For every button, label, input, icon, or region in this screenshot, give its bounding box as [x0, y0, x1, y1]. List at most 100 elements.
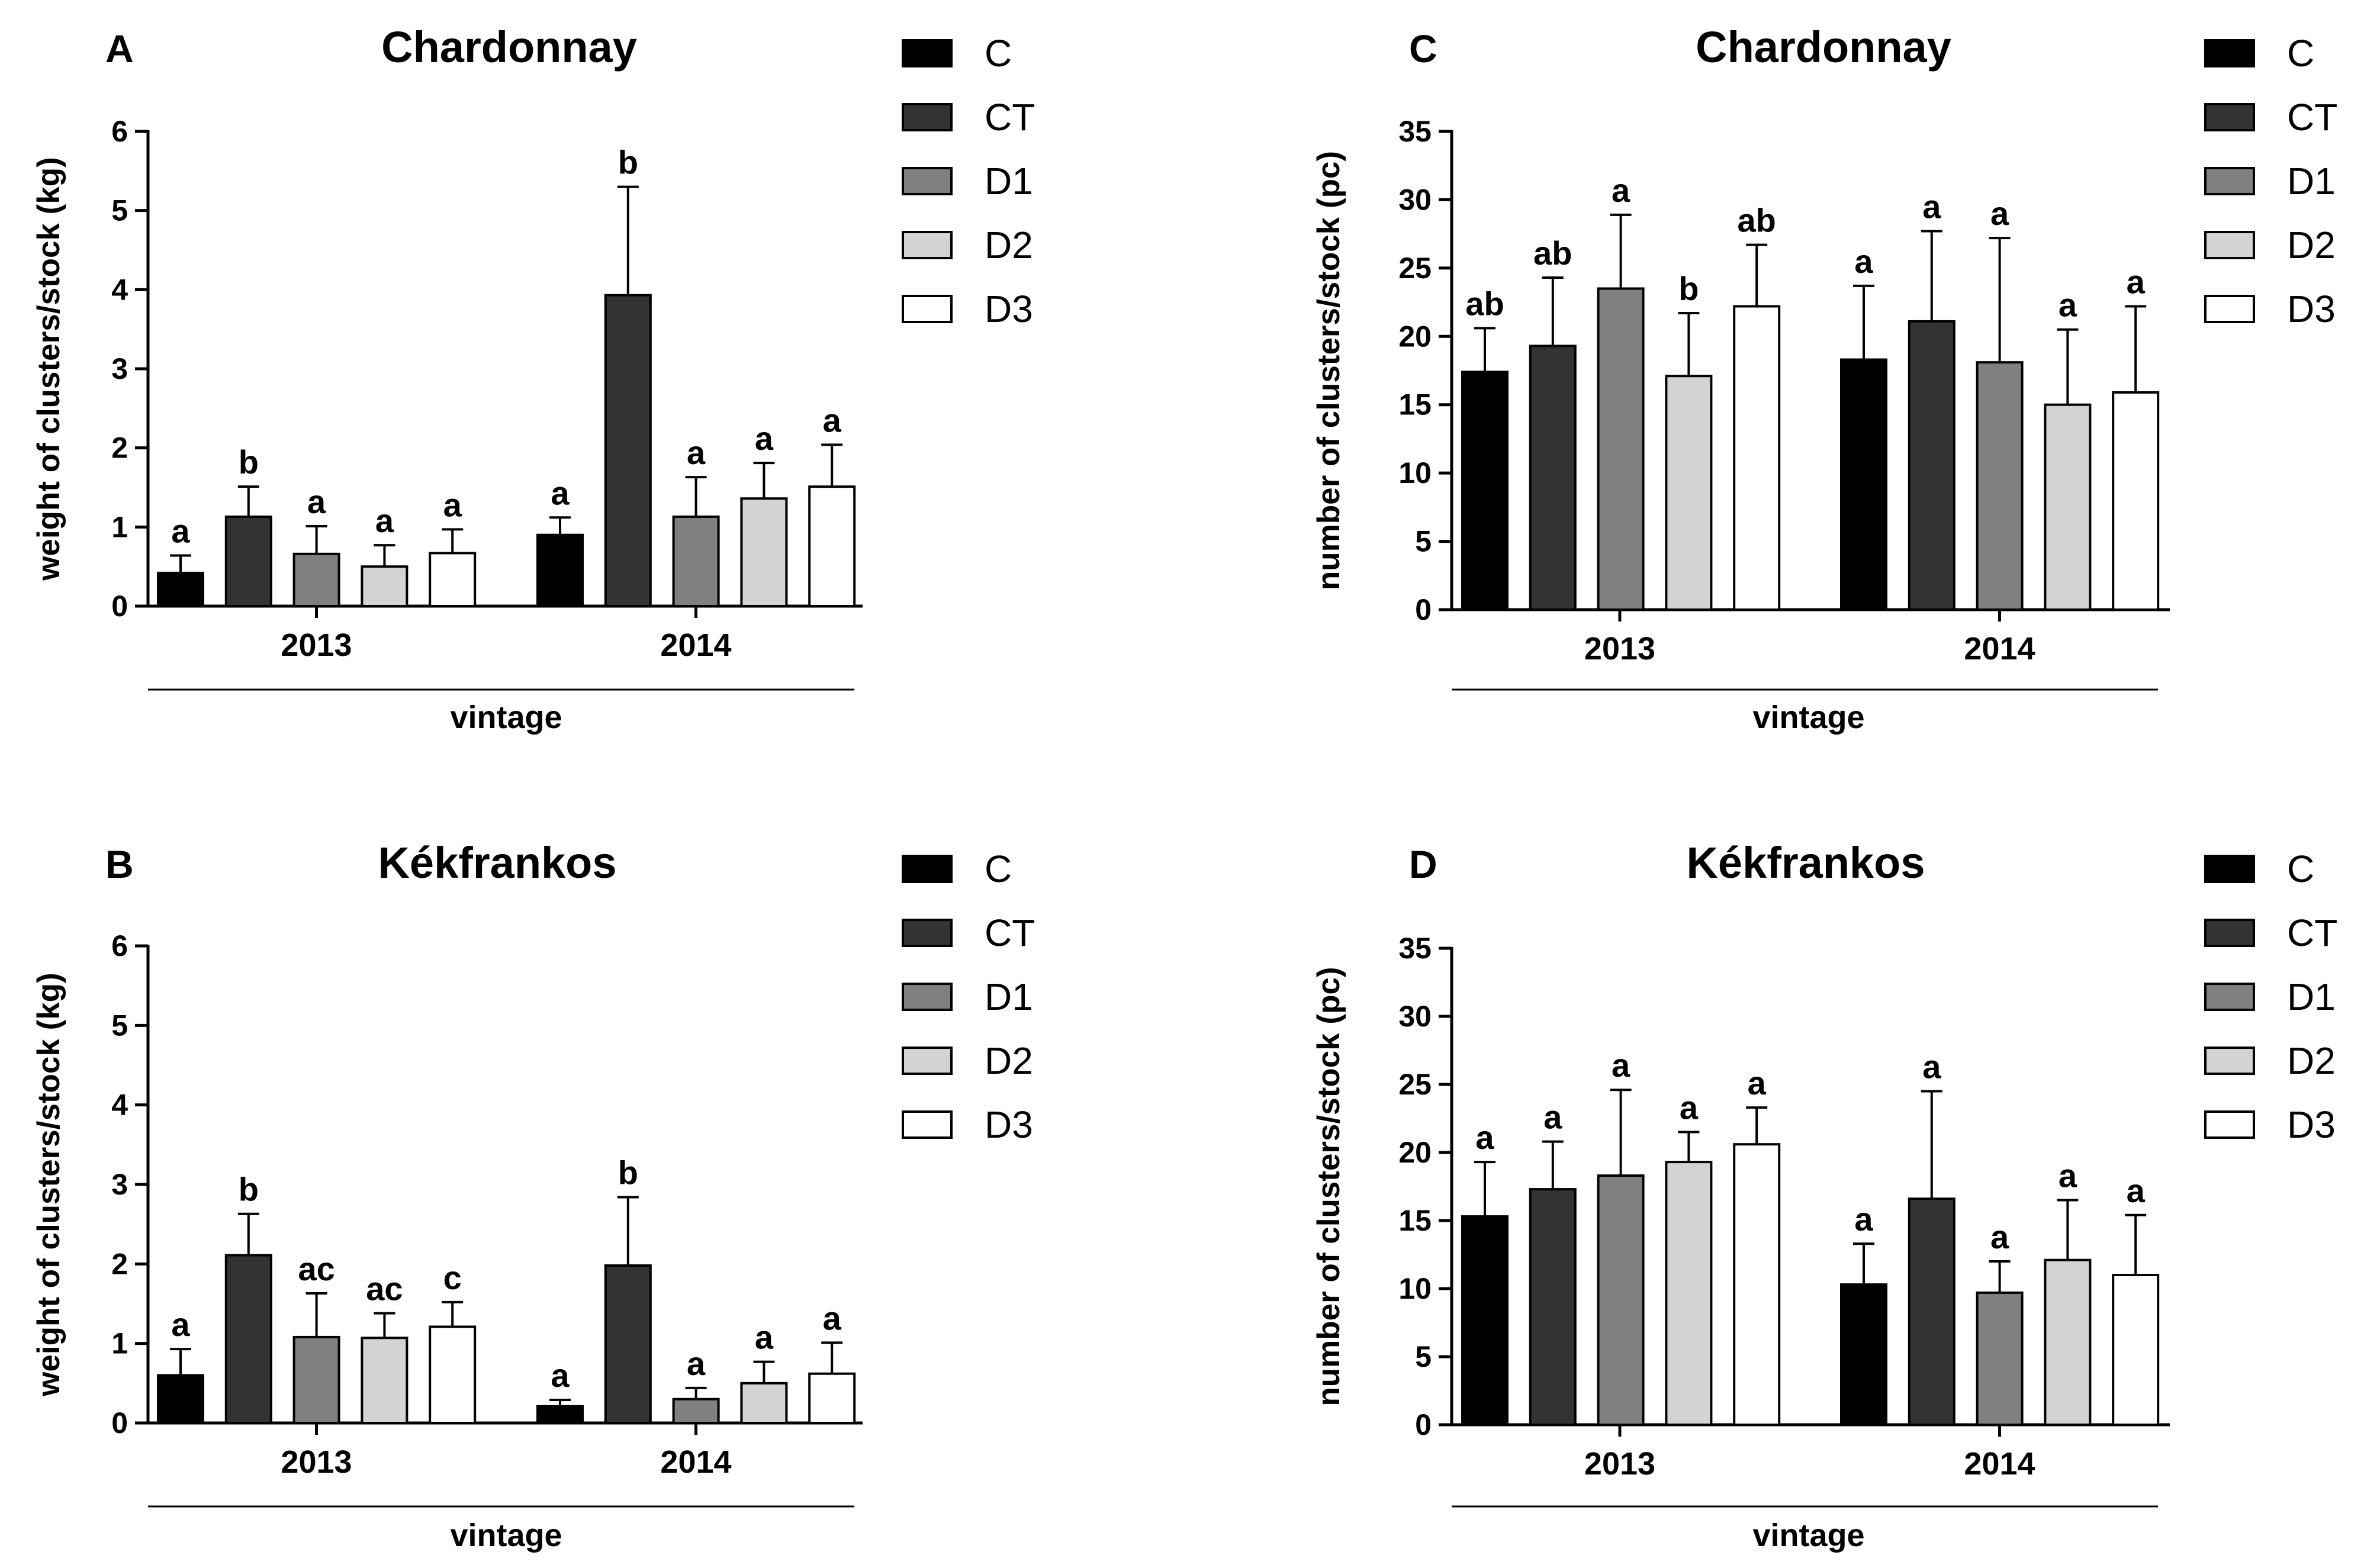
y-tick-label: 35 [1398, 115, 1432, 148]
bar-d1-2014 [672, 1398, 720, 1424]
y-tick-label: 20 [1398, 1136, 1432, 1169]
significance-label: b [618, 1154, 638, 1191]
legend-label: C [985, 848, 1012, 890]
panel-letter: B [105, 842, 134, 886]
bar-ct-2013 [1529, 344, 1577, 611]
significance-label: a [1680, 1089, 1699, 1126]
bar-c-2014 [1840, 1283, 1887, 1427]
bar-d3-2013 [429, 1325, 477, 1425]
legend-label: CT [985, 912, 1035, 954]
chart-panel-d: D Kékfrankos 0 5 10 15 20 25 30 35 number of clust… [1311, 838, 2337, 1553]
y-axis-label: weight of clusters/stock (kg) [31, 973, 66, 1397]
y-tick-label: 0 [111, 1406, 128, 1440]
y-axis-label: number of clusters/stock (pc) [1311, 967, 1346, 1406]
legend-swatch-ct [2204, 103, 2255, 131]
significance-label: a [171, 1306, 190, 1343]
legend-label: D3 [2287, 288, 2336, 330]
chart-title: Kékfrankos [378, 838, 616, 887]
y-axis-label: weight of clusters/stock (kg) [31, 157, 66, 581]
significance-label: a [551, 1357, 570, 1394]
panel-letter: D [1409, 842, 1437, 886]
bar-d1-2013 [292, 552, 340, 608]
x-axis-label: vintage [450, 700, 562, 735]
bar-c-2013 [157, 1374, 204, 1424]
bar-ct-2013 [1529, 1188, 1577, 1426]
y-tick-label: 5 [1415, 525, 1432, 558]
legend-swatch-d3 [2204, 295, 2255, 323]
legend-swatch-c [902, 39, 953, 67]
legend-label: D2 [985, 224, 1033, 266]
y-tick-label: 3 [111, 352, 128, 385]
x-category-label: 2013 [1584, 631, 1655, 667]
x-axis-label: vintage [450, 1518, 562, 1553]
panel-letter: A [105, 27, 134, 70]
bar-d2-2013 [361, 1337, 409, 1425]
legend-label: C [985, 32, 1012, 75]
legend-label: D1 [2287, 160, 2336, 202]
x-category-label: 2013 [1584, 1446, 1655, 1482]
x-category-label: 2014 [1964, 1446, 2035, 1482]
significance-label: a [2127, 1172, 2146, 1209]
bar-d2-2014 [2044, 403, 2092, 611]
significance-label: a [551, 474, 570, 511]
bar-c-2013 [1461, 371, 1509, 611]
y-tick-label: 1 [111, 510, 128, 543]
bar-d1-2014 [672, 515, 720, 607]
bar-d1-2014 [1976, 361, 2024, 611]
legend-swatch-d2 [902, 1047, 953, 1075]
bar-d3-2013 [1733, 305, 1781, 611]
legend-label: D2 [2287, 224, 2336, 266]
legend-swatch-ct [2204, 919, 2255, 947]
y-tick-label: 20 [1398, 320, 1432, 353]
bar-ct-2014 [1908, 1197, 1955, 1426]
significance-label: a [1990, 1218, 2009, 1255]
bar-c-2013 [1461, 1215, 1509, 1427]
panel-letter: C [1409, 27, 1437, 70]
significance-label: a [1748, 1064, 1767, 1102]
legend-swatch-c [2204, 855, 2255, 883]
y-tick-label: 5 [111, 194, 128, 227]
legend-label: D1 [985, 160, 1033, 202]
chart-title: Kékfrankos [1686, 838, 1925, 887]
significance-label: a [1854, 1200, 1873, 1238]
y-tick-label: 5 [1415, 1340, 1432, 1373]
bar-d1-2013 [1597, 287, 1645, 611]
legend-label: C [2287, 32, 2314, 75]
x-axis-label: vintage [1752, 700, 1864, 735]
bar-d2-2014 [740, 1382, 788, 1424]
significance-label: a [823, 1299, 842, 1337]
bar-d2-2013 [361, 565, 409, 608]
significance-label: a [1612, 172, 1630, 209]
y-tick-label: 30 [1398, 183, 1432, 216]
legend-swatch-d1 [902, 983, 953, 1011]
bar-c-2014 [536, 533, 584, 608]
significance-label: a [2059, 1157, 2077, 1194]
significance-label: ac [366, 1270, 403, 1308]
legend-swatch-d1 [902, 167, 953, 195]
x-category-label: 2014 [1964, 631, 2035, 667]
bar-d3-2013 [1733, 1143, 1781, 1426]
y-tick-label: 6 [111, 929, 128, 962]
legend-label: D3 [2287, 1103, 2336, 1146]
y-tick-label: 4 [111, 1089, 128, 1122]
bar-ct-2014 [1908, 320, 1955, 611]
bar-d3-2014 [808, 1372, 856, 1425]
significance-label: a [823, 401, 842, 439]
bar-d3-2014 [808, 485, 856, 607]
x-category-label: 2013 [281, 1444, 352, 1480]
bar-d3-2014 [2112, 1274, 2160, 1426]
bar-d1-2014 [1976, 1291, 2024, 1426]
significance-label: a [687, 1345, 706, 1382]
legend-swatch-ct [902, 919, 953, 947]
legend-swatch-c [902, 855, 953, 883]
significance-label: b [239, 1171, 259, 1208]
legend-label: D2 [2287, 1039, 2336, 1082]
bar-d2-2014 [2044, 1258, 2092, 1426]
legend: C CT D1 D2 D3 [2204, 848, 2337, 1146]
y-tick-label: 0 [111, 590, 128, 623]
bar-d2-2014 [740, 497, 788, 607]
significance-label: c [443, 1259, 462, 1296]
legend-swatch-c [2204, 39, 2255, 67]
y-tick-label: 4 [111, 273, 128, 306]
significance-label: a [2127, 263, 2146, 300]
